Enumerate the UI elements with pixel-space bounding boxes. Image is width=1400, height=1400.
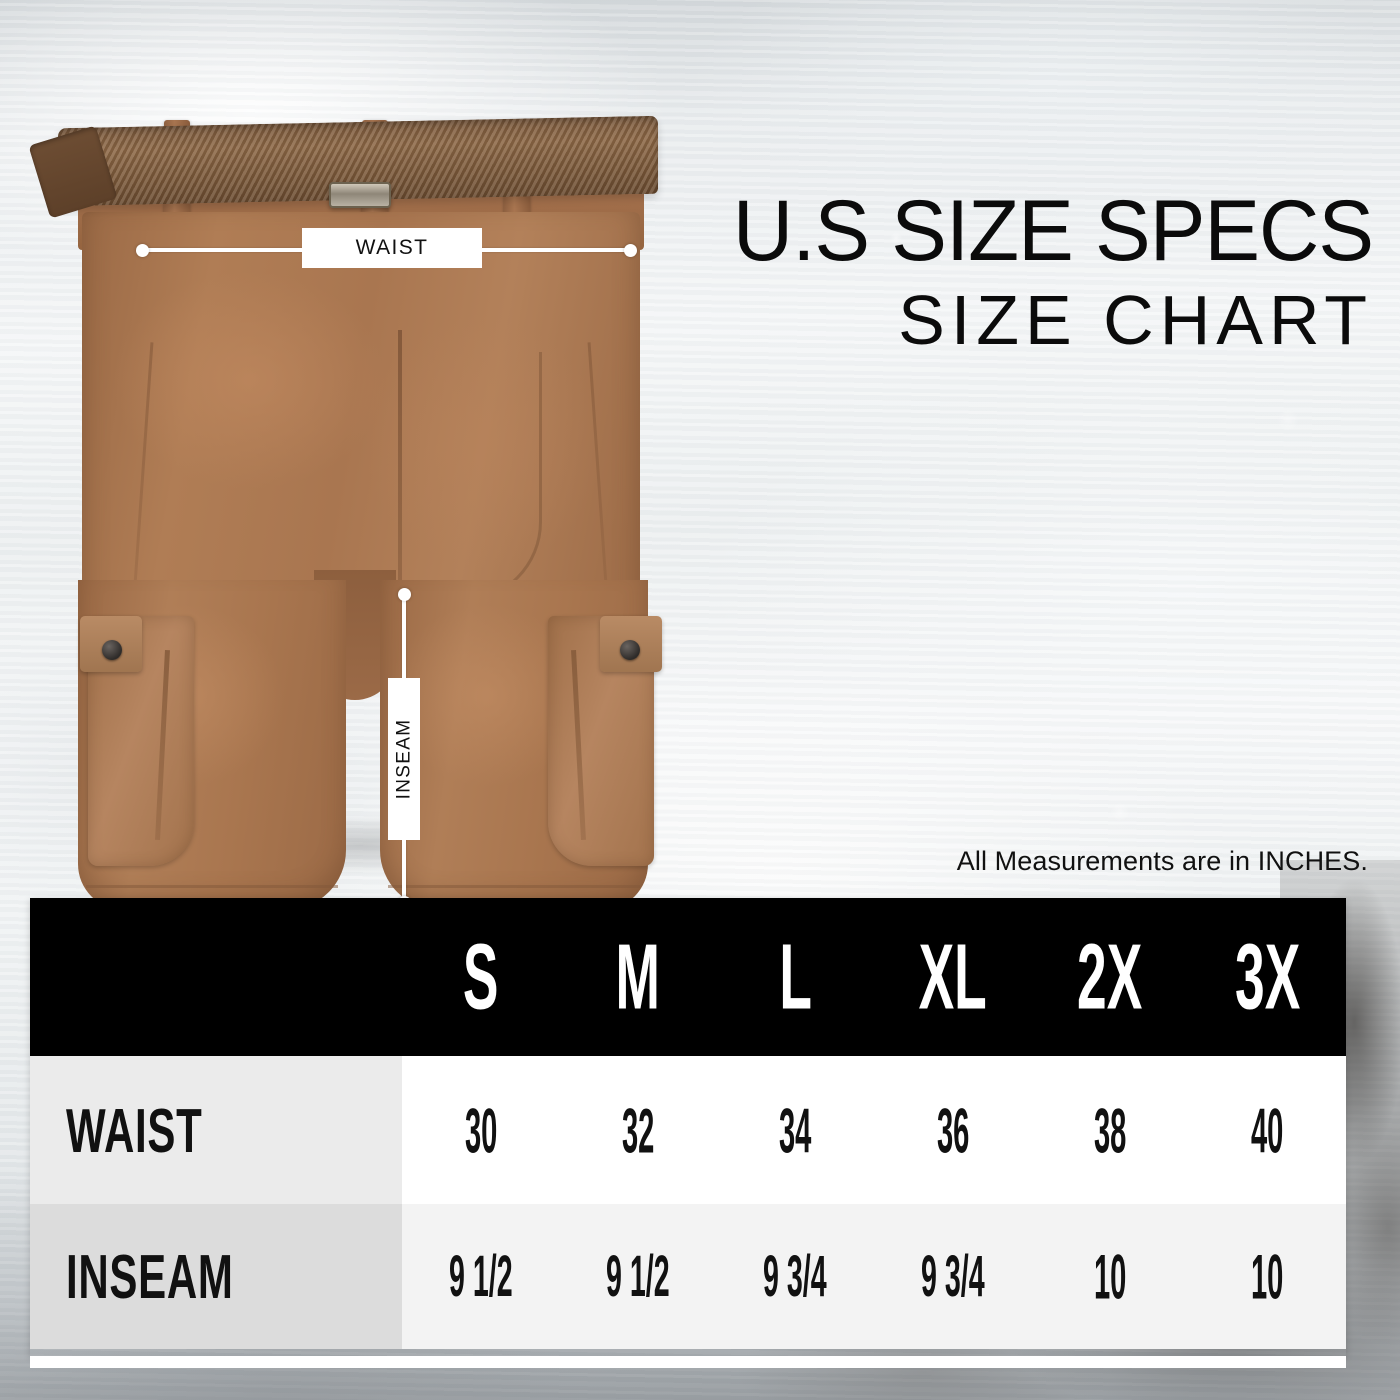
cargo-shorts-image: WAIST INSEAM — [28, 100, 672, 910]
waist-callout-label: WAIST — [302, 228, 482, 268]
inseam-value-m: 9 1/2 — [559, 1204, 717, 1349]
waist-value-xl: 36 — [873, 1056, 1032, 1204]
table-row: WAIST 30 32 34 36 38 40 — [30, 1056, 1346, 1204]
page-title: U.S SIZE SPECS — [732, 183, 1374, 279]
belt-buckle-icon — [329, 182, 391, 208]
inseam-callout-label: INSEAM — [388, 678, 420, 840]
inseam-value-2x: 10 — [1031, 1204, 1189, 1349]
inseam-value-3x: 10 — [1188, 1204, 1346, 1349]
cell-value: 9 1/2 — [448, 1244, 513, 1309]
pocket-zipper — [155, 649, 170, 841]
waist-value-m: 32 — [559, 1056, 717, 1204]
fly-seam — [398, 330, 402, 690]
inseam-value-l: 9 3/4 — [716, 1204, 874, 1349]
row-label-waist: WAIST — [30, 1056, 402, 1204]
front-pocket-seam — [412, 352, 542, 602]
row-label-text: INSEAM — [66, 1241, 234, 1312]
cell-value: 32 — [621, 1094, 655, 1166]
pocket-zipper — [571, 649, 586, 841]
waist-endpoint-dot-left — [136, 244, 149, 257]
hem-stitch — [86, 885, 338, 888]
waist-value-l: 34 — [716, 1056, 874, 1204]
cell-value: 9 1/2 — [606, 1244, 670, 1309]
header-cell-2x: 2X — [1077, 924, 1143, 1029]
cell-value: 9 3/4 — [763, 1244, 828, 1309]
cell-value: 10 — [1251, 1241, 1284, 1312]
row-label-inseam: INSEAM — [30, 1204, 402, 1349]
waist-value-3x: 40 — [1188, 1056, 1346, 1204]
measurement-units-note: All Measurements are in INCHES. — [956, 846, 1368, 876]
cell-value: 40 — [1251, 1094, 1284, 1166]
waist-value-2x: 38 — [1031, 1056, 1189, 1204]
shorts-body — [82, 212, 640, 690]
table-bottom-edge — [30, 1356, 1346, 1368]
cell-value: 36 — [936, 1094, 969, 1166]
pocket-button-icon — [620, 640, 640, 660]
header-corner-cell — [101, 892, 332, 1063]
cell-value: 38 — [1093, 1094, 1127, 1166]
cell-value: 9 3/4 — [920, 1244, 985, 1309]
cell-value: 30 — [464, 1094, 497, 1166]
header-cell-s: S — [462, 924, 499, 1029]
cargo-pocket-left — [80, 616, 194, 866]
pocket-button-icon — [102, 640, 122, 660]
table-header-row: S M L XL 2X 3X — [30, 898, 1346, 1056]
inseam-callout-text: INSEAM — [393, 718, 414, 800]
inseam-endpoint-dot-top — [398, 588, 411, 601]
cargo-pocket-right — [548, 616, 662, 866]
page-subtitle: SIZE CHART — [898, 281, 1373, 359]
header-cell-3x: 3X — [1234, 924, 1300, 1029]
header-cell-l: L — [779, 924, 812, 1029]
header-cell-xl: XL — [918, 924, 987, 1029]
inseam-value-xl: 9 3/4 — [873, 1204, 1032, 1349]
table-row: INSEAM 9 1/2 9 1/2 9 3/4 9 3/4 10 10 — [30, 1204, 1346, 1349]
header-cell-m: M — [615, 924, 661, 1029]
inseam-value-s: 9 1/2 — [402, 1204, 560, 1349]
row-label-text: WAIST — [66, 1095, 203, 1165]
waist-callout-text: WAIST — [355, 236, 429, 259]
cell-value: 10 — [1093, 1241, 1127, 1312]
size-chart-table: S M L XL 2X 3X WAIST 30 32 34 36 38 40 I… — [30, 898, 1346, 1368]
waist-value-s: 30 — [402, 1056, 560, 1204]
hem-stitch — [388, 885, 640, 888]
waist-endpoint-dot-right — [624, 244, 637, 257]
cell-value: 34 — [779, 1094, 812, 1166]
